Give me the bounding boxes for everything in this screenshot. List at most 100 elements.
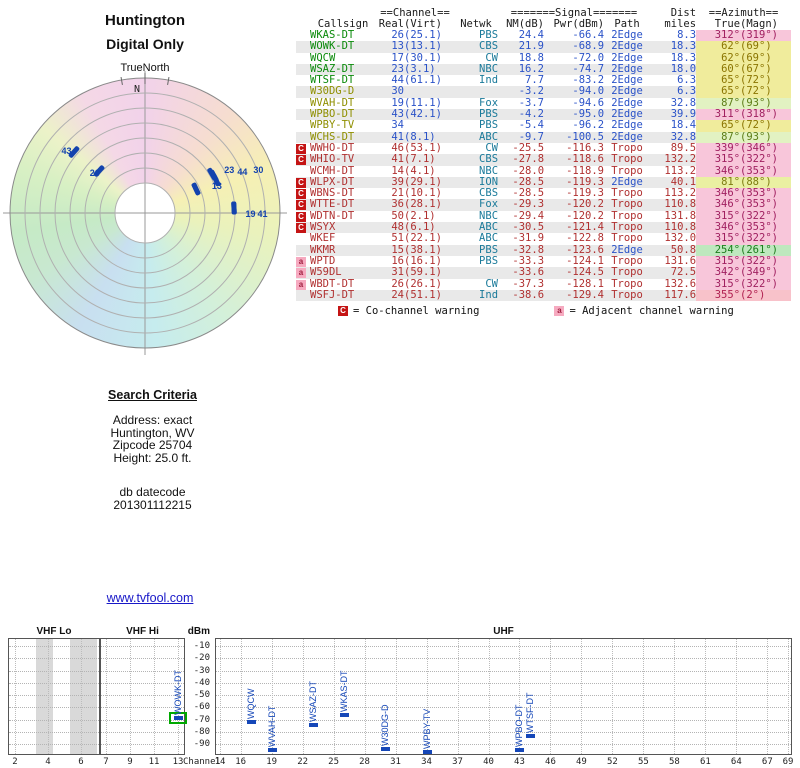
channel-tick-label: 14 <box>214 757 226 767</box>
gridline <box>240 639 242 754</box>
tvfool-link[interactable]: www.tvfool.com <box>106 591 194 605</box>
gridline <box>216 658 791 660</box>
gridline <box>426 639 428 754</box>
station-label: WKAS-DT <box>338 670 349 713</box>
table-group-header-row: ==Channel== =======Signal======= Dist ==… <box>296 8 791 19</box>
cell-azimuth-true: 312° <box>696 30 741 42</box>
cell-warning: C <box>296 177 310 188</box>
col-header-nm: NM(dB) <box>506 19 545 30</box>
gridline <box>216 719 791 721</box>
cell-noise-margin: -33.6 <box>512 267 545 279</box>
col-header-magn: (Magn) <box>740 19 778 30</box>
cell-channel-virt: (7.1) <box>404 154 436 166</box>
channel-tick-label: 13 <box>172 757 184 767</box>
band-box-lo <box>8 638 100 755</box>
gridline <box>154 639 155 754</box>
cell-azimuth-true: 342° <box>696 267 741 279</box>
cell-network: Ind <box>479 75 499 87</box>
cell-channel-virt: (26.1) <box>404 278 442 290</box>
gridline <box>130 639 131 754</box>
cell-network <box>454 86 498 97</box>
cell-power: -118.9 <box>566 165 605 177</box>
table-row: a WPTD 16 (16.1) PBS -33.3 -124.1 Tropo 131.6 315… <box>296 255 792 268</box>
cell-power: -118.6 <box>566 154 605 166</box>
north-ticks <box>120 73 170 86</box>
co-channel-warning-badge: C <box>296 189 306 200</box>
channel-tick-label: 7 <box>103 757 109 767</box>
cell-azimuth-magn: (72°) <box>740 120 792 132</box>
channel-axis-label: Channel <box>183 757 221 767</box>
cell-power: -66.4 <box>572 30 605 41</box>
cell-network: PBS <box>479 30 499 41</box>
cell-path: Tropo <box>611 222 643 234</box>
channel-tick-label: 64 <box>730 757 742 767</box>
cell-power: -128.1 <box>566 278 605 290</box>
cell-channel-real: 30 <box>391 86 404 98</box>
gridline <box>9 707 99 709</box>
cell-azimuth-magn: (353°) <box>740 165 792 177</box>
cell-power: -119.3 <box>566 188 605 200</box>
cell-azimuth-true: 60° <box>696 63 741 76</box>
signal-bar <box>525 733 535 738</box>
dbm-tick-label: -70 <box>193 714 210 725</box>
cell-distance: 40.1 <box>670 176 697 188</box>
cell-channel-real: 23 <box>391 63 404 75</box>
cell-power: -95.0 <box>572 109 605 121</box>
station-channel-label: 30 <box>253 165 264 176</box>
cell-distance: 50.8 <box>670 244 697 256</box>
cell-distance: 110.8 <box>664 199 697 211</box>
station-table: ==Channel== =======Signal======= Dist ==… <box>296 8 792 302</box>
cell-azimuth-magn: (346°) <box>740 142 792 155</box>
table-row: WCHS-DT 41 (8.1) ABC -9.7 -100.5 2Edge 32.8 87°(… <box>296 131 792 143</box>
cell-channel-real: 24 <box>391 289 404 301</box>
cell-warning: C <box>296 154 310 166</box>
dist-group-header: Dist <box>670 8 697 19</box>
gridline <box>643 639 645 754</box>
cell-power: -124.5 <box>566 267 605 279</box>
cell-power: -129.4 <box>566 289 605 301</box>
table-row: C WHIO-TV 41 (7.1) CBS -27.8 -118.6 Tropo 132.2 3… <box>296 154 792 166</box>
cell-azimuth-true: 315° <box>696 210 741 223</box>
cell-warning <box>296 64 310 75</box>
cell-azimuth-true: 87° <box>696 131 741 143</box>
col-header-true: True <box>714 19 741 30</box>
cell-azimuth-true: 65° <box>696 86 741 98</box>
gridline <box>674 639 676 754</box>
cell-network: PBS <box>479 109 499 121</box>
cell-noise-margin: -9.7 <box>518 131 545 143</box>
gridline <box>705 639 707 754</box>
shaded-band <box>36 639 53 754</box>
cell-channel-virt: (30.1) <box>404 52 442 64</box>
cell-warning: a <box>296 256 310 267</box>
cell-channel-virt: (59.1) <box>404 267 442 279</box>
band-box-hi <box>100 638 185 755</box>
cell-channel-virt: (3.1) <box>404 63 436 75</box>
cell-channel-real: 43 <box>391 109 404 121</box>
cell-azimuth-true: 254° <box>696 244 741 256</box>
co-channel-warning-badge: C <box>296 223 306 234</box>
polar-coverage-plot: N 4326132344301941 <box>3 71 287 355</box>
gridline <box>216 744 791 745</box>
cell-channel-virt: (16.1) <box>404 255 442 267</box>
gridline <box>9 719 99 721</box>
cell-callsign: WSAZ-DT <box>310 63 355 75</box>
report-title: Huntington <box>105 12 185 29</box>
cell-power: -94.6 <box>572 97 605 109</box>
cell-noise-margin: -29.3 <box>512 199 545 211</box>
table-row: WOWK-DT 13 (13.1) CBS 21.9 -68.9 2Edge 18.3 62°(… <box>296 41 792 53</box>
cell-azimuth-magn: (322°) <box>740 233 792 245</box>
cell-path: 2Edge <box>611 30 643 41</box>
col-header-real: Real <box>378 19 404 30</box>
cell-channel-virt: (13.1) <box>404 41 442 53</box>
gridline <box>101 744 184 745</box>
cell-warning <box>296 120 310 131</box>
cell-channel-real: 34 <box>391 120 404 132</box>
cell-network: CW <box>485 52 499 64</box>
cell-channel-virt: (53.1) <box>404 142 442 154</box>
gridline <box>767 639 769 754</box>
cell-callsign: W59DL <box>310 267 342 279</box>
signal-bar <box>339 713 349 718</box>
gridline <box>216 707 791 709</box>
station-label: WPBO-DT <box>514 704 525 748</box>
table-row: C WTTE-DT 36 (28.1) Fox -29.3 -120.2 Tropo 110.8… <box>296 199 792 211</box>
